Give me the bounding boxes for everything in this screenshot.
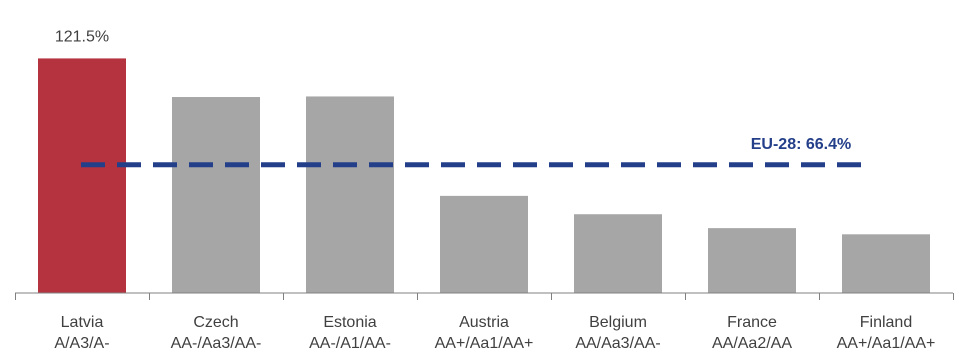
- x-tick-rating-label: AA+/Aa1/AA+: [837, 335, 936, 352]
- data-label: 121.5%: [55, 28, 109, 45]
- x-tick-rating-label: AA/Aa3/AA-: [575, 335, 660, 352]
- x-tick-rating-label: AA-/A1/AA-: [309, 335, 391, 352]
- x-axis: [15, 292, 954, 300]
- reference-line-label: EU-28: 66.4%: [751, 136, 852, 153]
- labels-group: Latvia A/A3/A- 121.5% Czech AA-/Aa3/AA- Eston…: [54, 28, 935, 352]
- x-tick-rating-label: AA+/Aa1/AA+: [435, 335, 534, 352]
- x-tick-label: Czech: [193, 314, 238, 331]
- x-tick-label: Belgium: [589, 314, 647, 331]
- bars-group: [38, 58, 930, 294]
- x-tick-label: Latvia: [61, 314, 104, 331]
- x-tick-label: Finland: [860, 314, 912, 331]
- bar-latvia: [38, 58, 126, 294]
- bar-czech: [172, 97, 260, 294]
- x-tick-label: France: [727, 314, 777, 331]
- bar-austria: [440, 195, 528, 293]
- x-tick-rating-label: AA-/Aa3/AA-: [171, 335, 262, 352]
- bar-belgium: [574, 214, 662, 293]
- bar-estonia: [306, 96, 394, 293]
- reference-line-group: EU-28: 66.4%: [81, 136, 871, 168]
- x-tick-rating-label: A/A3/A-: [54, 335, 109, 352]
- bar-france: [708, 228, 796, 293]
- x-tick-rating-label: AA/Aa2/AA: [712, 335, 792, 352]
- bar-finland: [842, 234, 930, 293]
- x-tick-label: Austria: [459, 314, 509, 331]
- x-tick-label: Estonia: [323, 314, 376, 331]
